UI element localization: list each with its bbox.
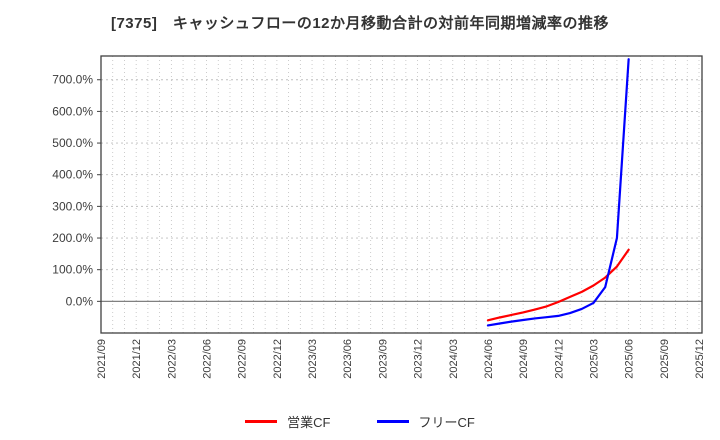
x-tick-label: 2025/03 (588, 339, 600, 379)
x-tick-label: 2024/12 (553, 339, 565, 379)
x-tick-label: 2023/06 (342, 339, 354, 379)
free-cf-line-swatch (376, 420, 409, 423)
y-tick-label: 700.0% (52, 73, 93, 87)
x-axis-labels: 2021/09 2021/12 2022/03 2022/06 2022/09 2022/… (96, 339, 706, 379)
x-tick-label: 2022/03 (166, 339, 178, 379)
x-tick-label: 2021/12 (131, 339, 143, 379)
legend-label-operating-cf: 営業CF (287, 415, 331, 430)
y-tick-label: 200.0% (52, 231, 93, 245)
x-tick-label: 2021/09 (96, 339, 108, 379)
y-tick-label: 500.0% (52, 136, 93, 150)
series-line-フリーCF (486, 58, 630, 327)
x-tick-label: 2023/03 (307, 339, 319, 379)
x-tick-label: 2023/12 (413, 339, 425, 379)
legend-label-free-cf: フリーCF (418, 415, 475, 430)
chart-title: [7375] キャッシュフローの12か月移動合計の対前年同期増減率の推移 (110, 15, 610, 32)
x-tick-label: 2023/09 (377, 339, 389, 379)
x-tick-label: 2024/09 (518, 339, 530, 379)
x-tick-label: 2025/06 (624, 339, 636, 379)
y-tick-label: 400.0% (52, 168, 93, 182)
x-tick-label: 2025/12 (694, 339, 706, 379)
plot-border (100, 55, 703, 334)
x-tick-label: 2022/09 (237, 339, 249, 379)
series-line-営業CF (486, 248, 630, 322)
chart-legend: 営業CF フリーCF (0, 412, 720, 431)
x-tick-label: 2024/03 (448, 339, 460, 379)
legend-item-free-cf: フリーCF (376, 412, 475, 431)
x-tick-label: 2022/12 (272, 339, 284, 379)
y-axis-labels: 0.0% 100.0% 200.0% 300.0% 400.0% 500.0% 600.0%… (52, 73, 93, 309)
y-tick-label: 600.0% (52, 104, 93, 118)
y-tick-label: 100.0% (52, 263, 93, 277)
legend-item-operating-cf: 営業CF (245, 412, 331, 431)
x-tick-label: 2022/06 (202, 339, 214, 379)
x-tick-label: 2025/09 (659, 339, 671, 379)
gridlines (97, 56, 702, 333)
y-tick-label: 300.0% (52, 199, 93, 213)
x-tick-label: 2024/06 (483, 339, 495, 379)
operating-cf-line-swatch (245, 420, 278, 423)
y-tick-label: 0.0% (66, 294, 94, 308)
